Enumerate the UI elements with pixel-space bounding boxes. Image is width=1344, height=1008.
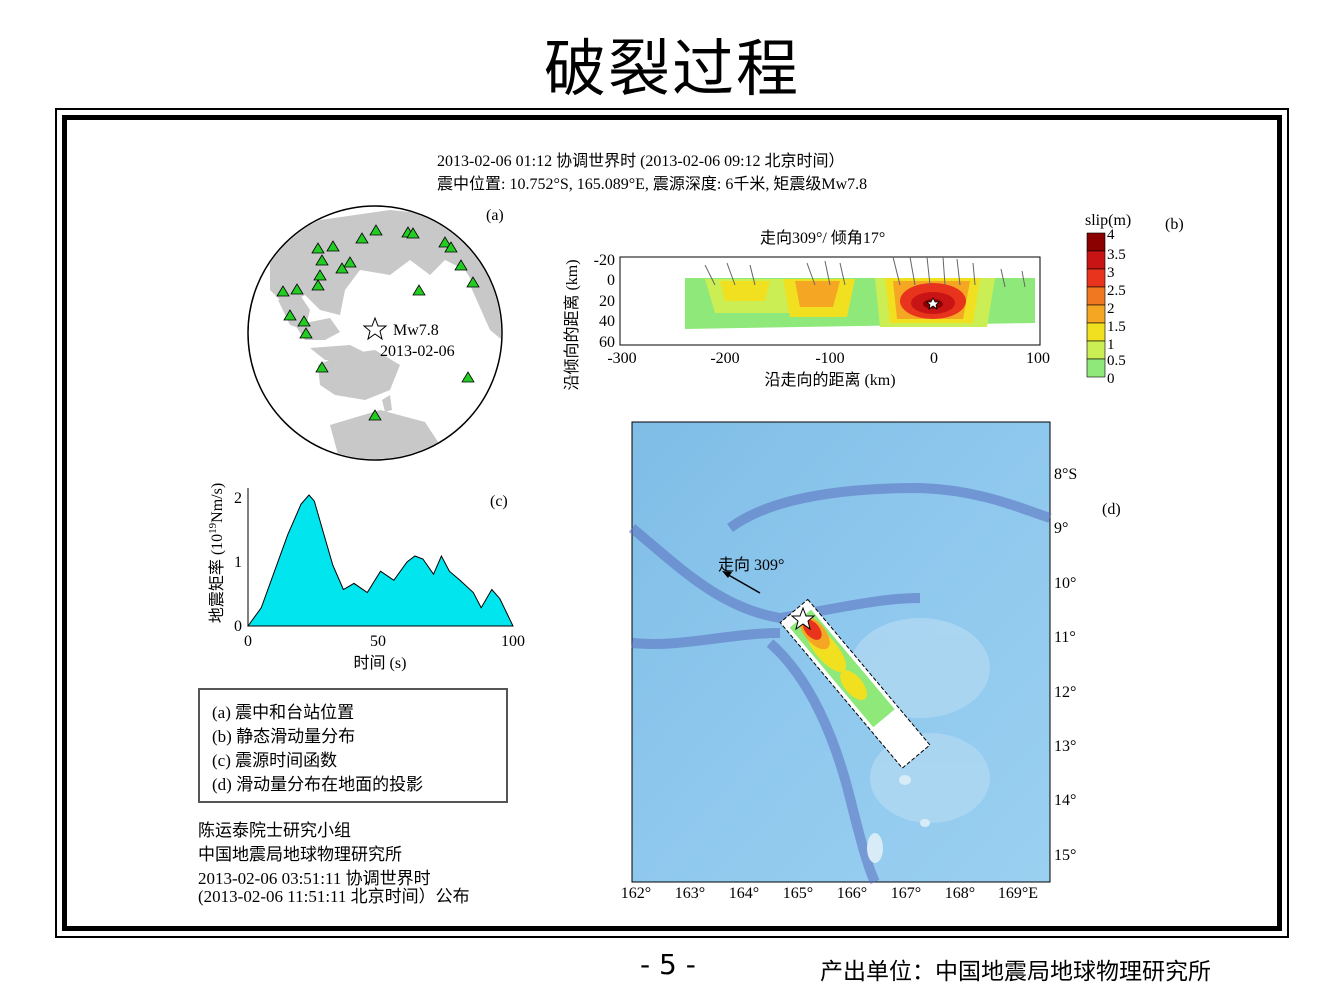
slip-colorbar: [1086, 232, 1106, 378]
panel-b-xlabel: 沿走向的距离 (km): [764, 371, 895, 389]
b-xtick-0: -300: [607, 350, 636, 367]
panel-c-xlabel: 时间 (s): [354, 654, 407, 672]
colorbar-title: slip(m): [1085, 212, 1131, 229]
fault-plane-projection: [779, 598, 931, 769]
lon-tick-5: 167°: [891, 885, 921, 902]
cb-tick-1: 3.5: [1107, 247, 1126, 263]
lon-tick-6: 168°: [945, 885, 975, 902]
cb-tick-7: 0.5: [1107, 353, 1126, 369]
legend-item-d: (d) 滑动量分布在地面的投影: [212, 775, 424, 794]
panel-c-label: (c): [490, 493, 508, 510]
cb-tick-2: 3: [1107, 265, 1115, 281]
lat-tick-5: 13°: [1054, 738, 1076, 755]
panel-b-slip-distribution: 走向309°/ 倾角17° 沿倾向的距离 (km) -20 0 20 40 60…: [563, 212, 1184, 391]
credit-release-bjt: (2013-02-06 11:51:11 北京时间）公布: [198, 887, 470, 906]
event-date-label: 2013-02-06: [380, 343, 455, 360]
stf-area: [247, 494, 514, 627]
c-xtick-0: 0: [244, 633, 252, 650]
b-ytick-1: 0: [607, 272, 615, 289]
lon-tick-0: 162°: [621, 885, 651, 902]
lon-tick-7: 169°E: [998, 885, 1038, 902]
page-number: - 5 -: [640, 948, 696, 981]
lon-tick-4: 166°: [837, 885, 867, 902]
station-triangles: [276, 224, 480, 421]
panel-d-map: 走向 309° 8°S 9° 10° 11° 12° 13° 14° 15° 1…: [621, 421, 1121, 902]
lat-tick-2: 10°: [1054, 575, 1076, 592]
b-xtick-3: 0: [930, 350, 938, 367]
credit-institute: 中国地震局地球物理研究所: [198, 845, 402, 864]
panel-b-ylabel: 沿倾向的距离 (km): [563, 259, 581, 390]
b-ytick-4: 60: [599, 334, 615, 351]
panel-a-globe-map: (a) Mw7.8 2013-02-06: [247, 205, 504, 461]
header-time-line: 2013-02-06 01:12 协调世界时 (2013-02-06 09:12…: [437, 153, 845, 170]
cb-tick-0: 4: [1107, 227, 1115, 243]
strike-arrow: [724, 572, 761, 594]
lat-tick-4: 12°: [1054, 684, 1076, 701]
legend-item-a: (a) 震中和台站位置: [212, 703, 355, 722]
c-ytick-1: 1: [234, 554, 242, 571]
panel-b-title: 走向309°/ 倾角17°: [760, 229, 885, 247]
epicenter-star-icon: [790, 606, 816, 631]
lon-tick-2: 164°: [729, 885, 759, 902]
cb-tick-3: 2.5: [1107, 283, 1126, 299]
cb-tick-8: 0: [1107, 371, 1115, 387]
panel-a-label: (a): [486, 207, 504, 224]
header-location-line: 震中位置: 10.752°S, 165.089°E, 震源深度: 6千米, 矩震…: [437, 176, 868, 193]
legend-box: (a) 震中和台站位置 (b) 静态滑动量分布 (c) 震源时间函数 (d) 滑…: [198, 688, 508, 803]
c-ytick-2: 2: [234, 490, 242, 507]
b-ytick-0: -20: [594, 252, 615, 269]
panel-b-label: (b): [1165, 216, 1184, 233]
panel-d-label: (d): [1102, 501, 1121, 518]
producer-label: 产出单位：中国地震局地球物理研究所: [820, 959, 1211, 985]
b-ytick-3: 40: [599, 313, 615, 330]
credit-release-utc: 2013-02-06 03:51:11 协调世界时: [198, 869, 431, 888]
lat-tick-1: 9°: [1054, 520, 1068, 537]
slip-patch: [685, 278, 1035, 329]
legend-item-c: (c) 震源时间函数: [212, 751, 338, 770]
lat-tick-6: 14°: [1054, 792, 1076, 809]
b-xtick-1: -200: [710, 350, 739, 367]
c-xtick-2: 100: [501, 633, 525, 650]
lat-tick-3: 11°: [1054, 629, 1076, 646]
credit-group: 陈运泰院士研究小组: [198, 821, 351, 840]
panel-c-ylabel: 地震矩率 (1019Nm/s): [207, 483, 226, 623]
panel-c-source-time-function: 地震矩率 (1019Nm/s) 0 1 2 0 50 100 时间 (s) (c…: [207, 483, 525, 672]
cb-tick-4: 2: [1107, 301, 1115, 317]
magnitude-label: Mw7.8: [393, 322, 439, 339]
b-xtick-2: -100: [815, 350, 844, 367]
figure-outer-border: [55, 108, 1289, 938]
c-xtick-1: 50: [370, 633, 386, 650]
strike-arrowhead: [722, 571, 732, 578]
lat-tick-7: 15°: [1054, 847, 1076, 864]
epicenter-star-icon: [362, 316, 388, 341]
b-ytick-2: 20: [599, 293, 615, 310]
slip-vectors: [704, 256, 1026, 288]
strike-label: 走向 309°: [718, 556, 784, 574]
lon-tick-3: 165°: [783, 885, 813, 902]
trench-lines: [628, 482, 1052, 885]
c-ytick-0: 0: [234, 618, 242, 635]
lon-tick-1: 163°: [675, 885, 705, 902]
slide-title: 破裂过程: [543, 32, 800, 105]
cb-tick-6: 1: [1107, 337, 1115, 353]
legend-item-b: (b) 静态滑动量分布: [212, 727, 356, 746]
lat-tick-0: 8°S: [1054, 466, 1077, 483]
b-xtick-4: 100: [1026, 350, 1050, 367]
cb-tick-5: 1.5: [1107, 319, 1126, 335]
